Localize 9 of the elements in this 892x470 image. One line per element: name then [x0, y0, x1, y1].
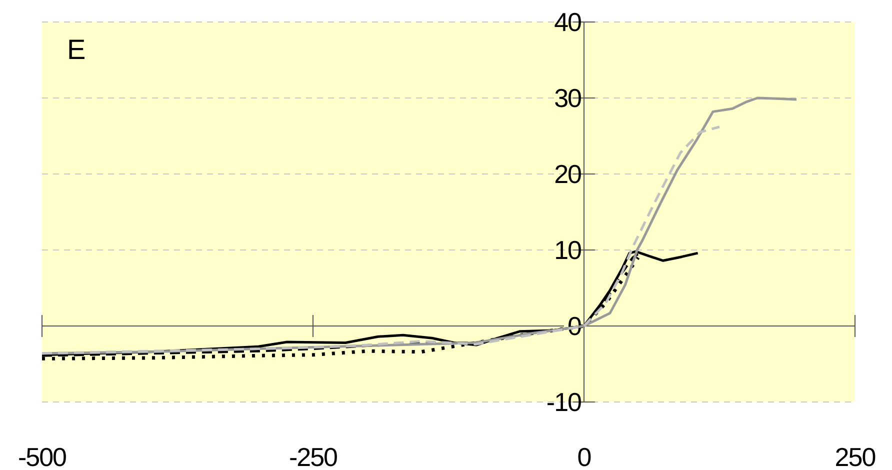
- x-tick-label: -500: [18, 442, 67, 470]
- y-tick-label: 40: [554, 7, 582, 37]
- y-tick-label: 10: [554, 235, 582, 265]
- y-tick-label: 30: [554, 83, 582, 113]
- y-tick-label: 20: [554, 159, 582, 189]
- x-tick-label: -250: [288, 442, 338, 470]
- y-tick-label: -10: [546, 387, 582, 417]
- annotation: E: [67, 34, 86, 65]
- x-tick-label: 250: [834, 442, 876, 470]
